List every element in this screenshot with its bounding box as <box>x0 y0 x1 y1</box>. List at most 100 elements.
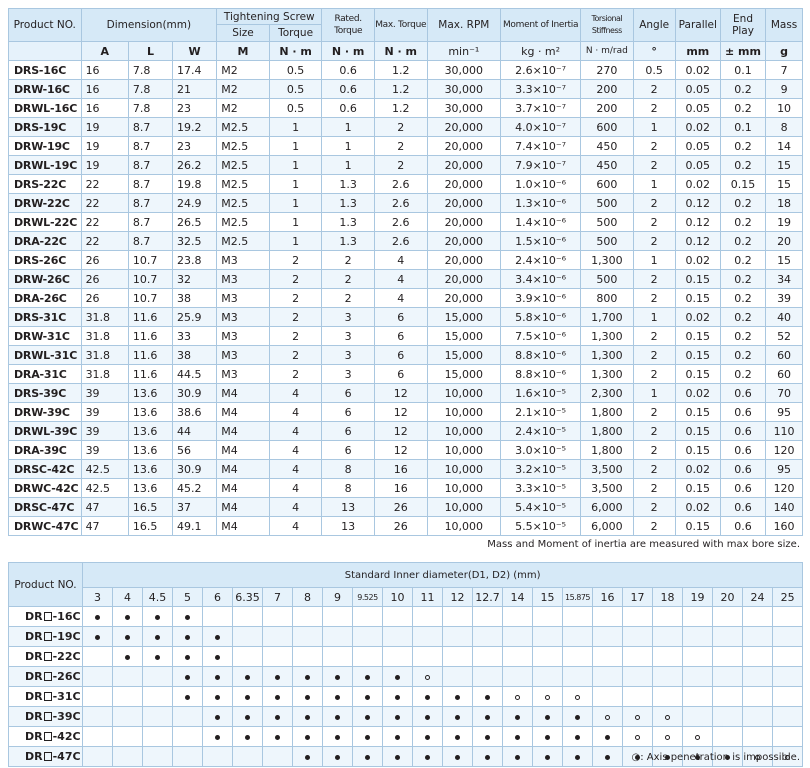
moment-of-inertia-cell: 1.3×10⁻⁶ <box>500 193 582 213</box>
diameter-header: 7 <box>262 587 293 607</box>
available-dot-icon <box>515 754 520 760</box>
dim-a-cell: 31.8 <box>80 326 129 346</box>
bore-cell <box>771 726 804 747</box>
dim-a-cell: 22 <box>80 212 129 232</box>
bore-cell <box>442 626 473 647</box>
bore-cell <box>172 686 203 707</box>
bore-cell <box>442 746 473 767</box>
mass-cell: 160 <box>765 516 803 536</box>
angle-cell: 2 <box>632 98 676 118</box>
moment-of-inertia-cell: 7.5×10⁻⁶ <box>500 326 582 346</box>
end-play-cell: 0.2 <box>719 288 767 308</box>
angle-cell: 2 <box>632 79 676 99</box>
torsional-stiffness-cell: 600 <box>580 174 634 194</box>
header-stiffness: Torsional Stiffness <box>580 8 634 42</box>
bore-cell <box>352 686 383 707</box>
mass-cell: 9 <box>765 79 803 99</box>
bore-cell <box>502 646 533 667</box>
available-dot-icon <box>95 614 100 620</box>
available-dot-icon <box>155 654 160 660</box>
dim-a-cell: 16 <box>80 79 129 99</box>
moment-of-inertia-cell: 2.4×10⁻⁵ <box>500 421 582 441</box>
torsional-stiffness-cell: 200 <box>580 98 634 118</box>
unit-rpm: min⁻¹ <box>426 41 502 61</box>
moment-of-inertia-cell: 1.5×10⁻⁶ <box>500 231 582 251</box>
available-dot-icon <box>365 694 370 700</box>
parallel-cell: 0.15 <box>674 345 721 365</box>
diameter-header: 9 <box>322 587 353 607</box>
end-play-cell: 0.1 <box>719 60 767 80</box>
available-dot-icon <box>185 654 190 660</box>
dim-l-cell: 13.6 <box>127 383 174 403</box>
dim-l-cell: 10.7 <box>127 250 174 270</box>
bore-cell <box>112 746 143 767</box>
product-prefix: DR <box>25 710 43 723</box>
bore-cell <box>622 606 653 627</box>
bore-cell <box>262 606 293 627</box>
spec-table-body: DRS-16C 16 7.8 17.4 M2 0.5 0.6 1.2 30,000 2.6×10⁻… <box>8 60 803 536</box>
parallel-cell: 0.15 <box>674 478 721 498</box>
bore-table: Product NO. Standard Inner diameter(D1, … <box>8 562 804 767</box>
available-dot-icon <box>395 694 400 700</box>
bore-cell <box>771 666 804 687</box>
header-mass: Mass <box>765 8 803 42</box>
bore-cell <box>202 666 233 687</box>
bore-cell <box>562 726 593 747</box>
dim-a-cell: 16 <box>80 98 129 118</box>
header-size: Size <box>216 24 270 42</box>
max-rpm-cell: 20,000 <box>426 174 502 194</box>
unit-nmrad: N · m/rad <box>580 41 634 61</box>
bore-cell <box>562 746 593 767</box>
end-play-cell: 0.2 <box>719 307 767 327</box>
diameter-header: 20 <box>712 587 743 607</box>
available-dot-icon <box>455 714 460 720</box>
product-no-cell: DRW-22C <box>8 193 82 213</box>
screw-torque-cell: 4 <box>268 459 323 479</box>
dim-w-cell: 44 <box>172 421 218 441</box>
bore-cell <box>502 746 533 767</box>
header-inertia: Moment of Inertia <box>500 8 582 42</box>
bore-cell <box>682 666 713 687</box>
product-no-cell: DRWL-31C <box>8 345 82 365</box>
parallel-cell: 0.15 <box>674 516 721 536</box>
bore-cell <box>262 746 293 767</box>
bore-cell <box>771 626 804 647</box>
torsional-stiffness-cell: 1,300 <box>580 345 634 365</box>
product-no-cell: DRW-31C <box>8 326 82 346</box>
available-dot-icon <box>155 614 160 620</box>
dim-w-cell: 23 <box>172 136 218 156</box>
bore-cell <box>622 746 653 767</box>
bore-cell <box>262 646 293 667</box>
available-dot-icon <box>365 734 370 740</box>
bore-cell <box>742 626 773 647</box>
dim-w-cell: 44.5 <box>172 364 218 384</box>
dim-w-cell: 33 <box>172 326 218 346</box>
dim-a-cell: 22 <box>80 231 129 251</box>
bore-cell <box>682 746 713 767</box>
angle-cell: 2 <box>632 269 676 289</box>
mass-cell: 60 <box>765 345 803 365</box>
diameter-header: 25 <box>771 587 804 607</box>
dim-w-cell: 32.5 <box>172 231 218 251</box>
moment-of-inertia-cell: 3.2×10⁻⁵ <box>500 459 582 479</box>
dim-l-cell: 11.6 <box>127 345 174 365</box>
mass-cell: 95 <box>765 459 803 479</box>
bore-cell <box>82 706 113 727</box>
bore-cell <box>142 606 173 627</box>
diameter-header: 6 <box>202 587 233 607</box>
end-play-cell: 0.1 <box>719 117 767 137</box>
spec-row: DRW-26C 26 10.7 32 M3 2 2 4 20,000 3.4×10⁻⁶ 500 2 0.… <box>8 269 803 289</box>
bore-cell <box>292 746 323 767</box>
placeholder-box-icon <box>43 612 52 621</box>
screw-torque-cell: 2 <box>268 250 323 270</box>
dim-l-cell: 8.7 <box>127 155 174 175</box>
angle-cell: 2 <box>632 421 676 441</box>
angle-cell: 2 <box>632 440 676 460</box>
moment-of-inertia-cell: 2.6×10⁻⁷ <box>500 60 582 80</box>
bore-cell <box>472 746 503 767</box>
moment-of-inertia-cell: 3.7×10⁻⁷ <box>500 98 582 118</box>
parallel-cell: 0.15 <box>674 402 721 422</box>
spec-row: DRW-39C 39 13.6 38.6 M4 4 6 12 10,000 2.1×10⁻⁵ 1,8… <box>8 402 803 422</box>
no-penetration-circle-icon <box>785 754 791 760</box>
available-dot-icon <box>245 674 250 680</box>
